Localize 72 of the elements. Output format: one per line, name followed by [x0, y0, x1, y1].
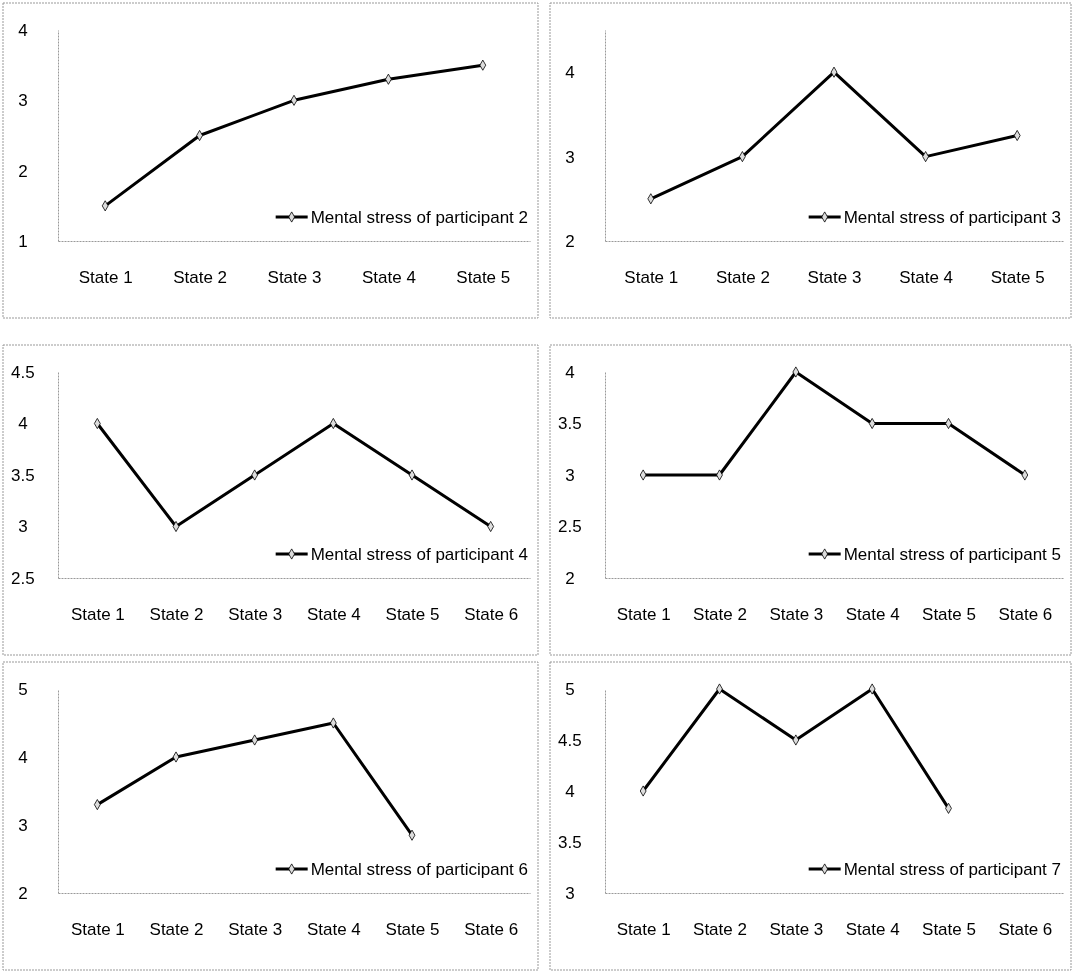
- y-tick-label: 5: [18, 679, 28, 699]
- x-tick-label: State 2: [173, 268, 228, 288]
- x-tick-label: State 4: [899, 268, 954, 288]
- y-tick-label: 3.5: [558, 832, 582, 852]
- x-tick-label: State 1: [624, 268, 679, 288]
- legend-label: Mental stress of participant 2: [310, 207, 528, 227]
- x-tick-label: State 2: [693, 605, 747, 625]
- y-tick-label: 4: [565, 362, 575, 382]
- y-tick-label: 4: [18, 414, 28, 434]
- x-tick-label: State 3: [769, 605, 824, 625]
- x-tick-label: State 4: [306, 920, 361, 940]
- x-tick-label: State 1: [616, 920, 671, 940]
- legend-label: Mental stress of participant 6: [310, 859, 528, 879]
- y-tick-label: 2.5: [558, 517, 582, 537]
- y-tick-label: 4: [18, 20, 28, 40]
- y-tick-label: 1: [18, 231, 28, 251]
- x-tick-label: State 1: [616, 605, 671, 625]
- x-tick-label: State 4: [306, 605, 361, 625]
- y-tick-label: 3: [18, 815, 28, 835]
- x-tick-label: State 1: [78, 268, 133, 288]
- y-tick-label: 2: [18, 161, 28, 181]
- x-tick-label: State 3: [769, 920, 824, 940]
- x-tick-label: State 5: [385, 920, 440, 940]
- y-tick-label: 5: [565, 679, 575, 699]
- y-tick-label: 3: [18, 517, 28, 537]
- point: [487, 521, 495, 532]
- x-tick-label: State 4: [845, 605, 900, 625]
- y-tick-label: 3: [18, 91, 28, 111]
- y-tick-label: 3.5: [558, 414, 582, 434]
- legend-label: Mental stress of participant 3: [843, 207, 1061, 227]
- point: [329, 418, 337, 429]
- x-tick-label: State 1: [70, 605, 125, 625]
- x-tick-label: State 6: [998, 920, 1053, 940]
- y-tick-label: 2: [18, 883, 28, 903]
- legend-label: Mental stress of participant 4: [310, 544, 528, 564]
- x-tick-label: State 5: [990, 268, 1045, 288]
- y-tick-label: 4: [565, 781, 575, 801]
- x-tick-label: State 2: [149, 920, 204, 940]
- x-tick-label: State 2: [693, 920, 747, 940]
- y-tick-label: 4: [18, 747, 28, 767]
- x-tick-label: State 4: [845, 920, 900, 940]
- x-tick-label: State 3: [228, 920, 283, 940]
- x-tick-label: State 5: [922, 920, 976, 940]
- point: [868, 418, 876, 429]
- x-tick-label: State 6: [464, 920, 519, 940]
- y-tick-label: 3: [565, 883, 575, 903]
- x-tick-label: State 4: [361, 268, 416, 288]
- x-tick-label: State 5: [385, 605, 440, 625]
- x-tick-label: State 3: [267, 268, 322, 288]
- y-tick-label: 2.5: [11, 568, 35, 588]
- y-tick-label: 4.5: [11, 362, 35, 382]
- point: [172, 521, 180, 532]
- x-tick-label: State 6: [464, 605, 519, 625]
- legend-label: Mental stress of participant 5: [843, 544, 1061, 564]
- y-tick-label: 4.5: [558, 730, 582, 750]
- y-tick-label: 3: [565, 147, 575, 167]
- x-tick-label: State 1: [70, 920, 125, 940]
- legend-label: Mental stress of participant 7: [843, 859, 1061, 879]
- x-tick-label: State 3: [228, 605, 283, 625]
- point: [93, 418, 101, 429]
- point: [1013, 130, 1021, 141]
- x-tick-label: State 2: [149, 605, 204, 625]
- x-tick-label: State 5: [456, 268, 511, 288]
- x-tick-label: State 6: [998, 605, 1053, 625]
- y-tick-label: 3: [565, 465, 575, 485]
- x-tick-label: State 2: [715, 268, 770, 288]
- y-tick-label: 4: [565, 63, 575, 83]
- x-tick-label: State 3: [807, 268, 862, 288]
- y-tick-label: 2: [565, 568, 575, 588]
- y-tick-label: 2: [565, 231, 575, 251]
- x-tick-label: State 5: [922, 605, 976, 625]
- y-tick-label: 3.5: [11, 465, 35, 485]
